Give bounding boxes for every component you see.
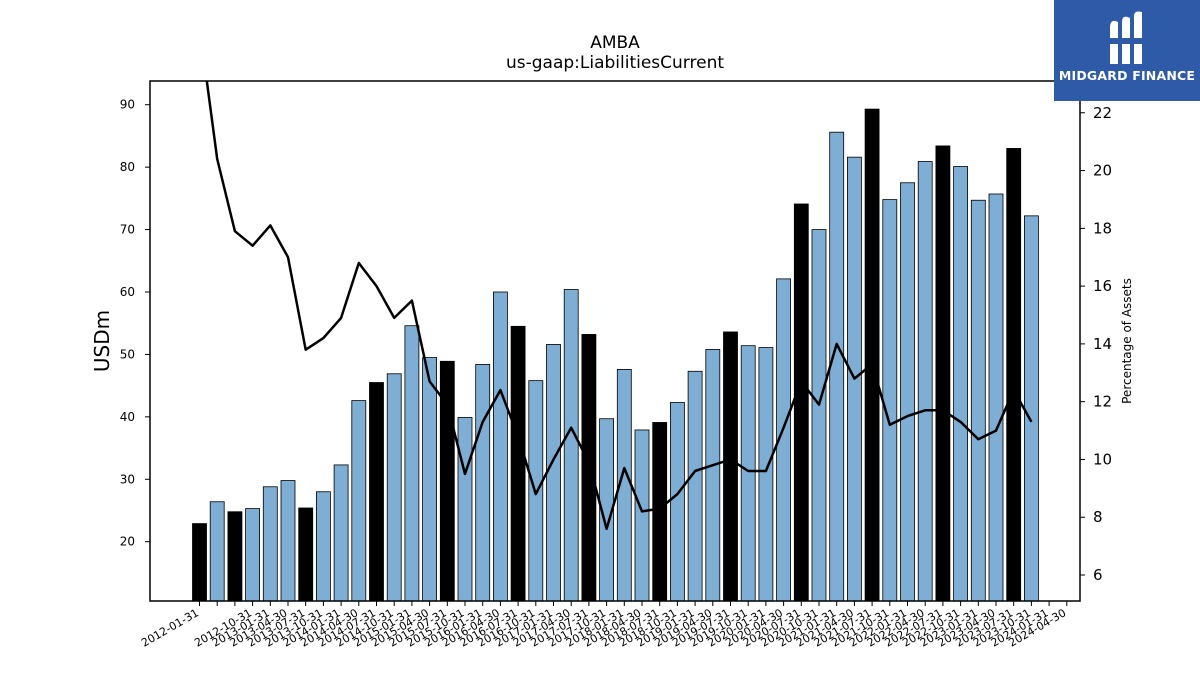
logo-text: MIDGARD FINANCE bbox=[1058, 68, 1196, 83]
chart-subtitle: us-gaap:LiabilitiesCurrent bbox=[506, 53, 724, 73]
percentage-line bbox=[205, 81, 1033, 531]
bar-2013-04-30 bbox=[280, 480, 296, 602]
y-axis-label: USDm bbox=[90, 310, 114, 372]
bar-2023-07-31 bbox=[1006, 148, 1022, 602]
y2-tick-label: 20 bbox=[1093, 162, 1112, 180]
bar-2022-04-30 bbox=[917, 161, 933, 602]
plot-frame bbox=[149, 80, 1081, 602]
bar-2015-01-31 bbox=[404, 325, 420, 602]
bar-2017-04-30 bbox=[563, 289, 579, 602]
bar-2019-10-31 bbox=[740, 345, 756, 602]
bar-2012-10-31 bbox=[245, 508, 261, 602]
bar-2023-10-31 bbox=[1024, 215, 1039, 602]
y2-tick-label: 6 bbox=[1093, 566, 1103, 584]
bar-2018-07-31 bbox=[652, 422, 668, 602]
bar-2019-01-31 bbox=[687, 370, 703, 602]
logo: MIDGARD FINANCE bbox=[1054, 0, 1200, 101]
bar-2022-01-31 bbox=[900, 182, 915, 602]
bar-2012-04-30 bbox=[209, 501, 225, 602]
y2-tick-label: 18 bbox=[1093, 219, 1112, 237]
bar-2015-10-31 bbox=[457, 417, 473, 602]
bar-2019-04-30 bbox=[705, 349, 721, 602]
bar-2020-07-31 bbox=[793, 203, 809, 602]
bar-2019-07-31 bbox=[723, 331, 738, 602]
bar-2023-04-30 bbox=[988, 193, 1004, 602]
bar-2018-04-30 bbox=[634, 429, 650, 602]
bar-2020-10-31 bbox=[811, 229, 827, 602]
y2-tick-label: 10 bbox=[1093, 450, 1112, 468]
midgard-m-logo-icon bbox=[1108, 11, 1144, 65]
bar-2020-01-31 bbox=[758, 347, 774, 602]
bar-2023-01-31 bbox=[970, 199, 986, 602]
bar-2015-04-30 bbox=[422, 357, 438, 602]
bar-2022-10-31 bbox=[953, 166, 968, 602]
bar-2012-07-31 bbox=[227, 511, 243, 602]
bar-2013-01-31 bbox=[262, 486, 278, 602]
bar-2021-01-31 bbox=[829, 131, 845, 602]
y-tick-label: 80 bbox=[120, 160, 135, 174]
chart-title: AMBA bbox=[590, 33, 640, 53]
y2-axis-label: Percentage of Assets bbox=[1120, 278, 1134, 404]
bar-2014-01-31 bbox=[333, 464, 349, 602]
x-axis: 2012-01-312012-10-312013-01-312013-04-30… bbox=[139, 601, 1068, 650]
y-tick-label: 20 bbox=[120, 535, 135, 549]
bar-2014-07-31 bbox=[369, 382, 384, 602]
bar-2014-10-31 bbox=[386, 373, 402, 602]
bar-2018-10-31 bbox=[670, 402, 685, 602]
bar-2021-10-31 bbox=[882, 199, 898, 602]
bar-2017-07-31 bbox=[581, 334, 597, 602]
bar-2017-01-31 bbox=[546, 344, 561, 602]
y2-tick-label: 16 bbox=[1093, 277, 1112, 295]
y-tick-label: 70 bbox=[120, 223, 135, 237]
y2-tick-label: 12 bbox=[1093, 393, 1112, 411]
y-tick-label: 50 bbox=[120, 347, 135, 361]
y-axis: 20 30 40 50 60 70 80 90 bbox=[120, 98, 150, 549]
bar-2012-01-31 bbox=[192, 523, 207, 602]
bar-2016-04-30 bbox=[492, 291, 508, 602]
y-tick-label: 90 bbox=[120, 98, 135, 112]
bar-2021-07-31 bbox=[864, 108, 880, 602]
y2-tick-label: 14 bbox=[1093, 335, 1112, 353]
y2-tick-label: 8 bbox=[1093, 508, 1103, 526]
y-tick-label: 40 bbox=[120, 410, 135, 424]
y2-tick-label: 22 bbox=[1093, 104, 1112, 122]
bar-2016-01-31 bbox=[475, 364, 491, 602]
bar-2013-07-31 bbox=[298, 507, 314, 602]
y-tick-label: 60 bbox=[120, 285, 135, 299]
bar-2013-10-31 bbox=[315, 491, 331, 602]
y2-axis: 6 8 10 12 14 16 18 20 22 bbox=[1080, 104, 1112, 584]
bar-2014-04-30 bbox=[351, 400, 367, 602]
x-tick-label: 2012-01-31 bbox=[139, 606, 201, 649]
bar-series bbox=[192, 108, 1039, 602]
bar-2016-07-31 bbox=[510, 325, 526, 602]
y-tick-label: 30 bbox=[120, 472, 135, 486]
bar-2022-07-31 bbox=[935, 145, 951, 602]
